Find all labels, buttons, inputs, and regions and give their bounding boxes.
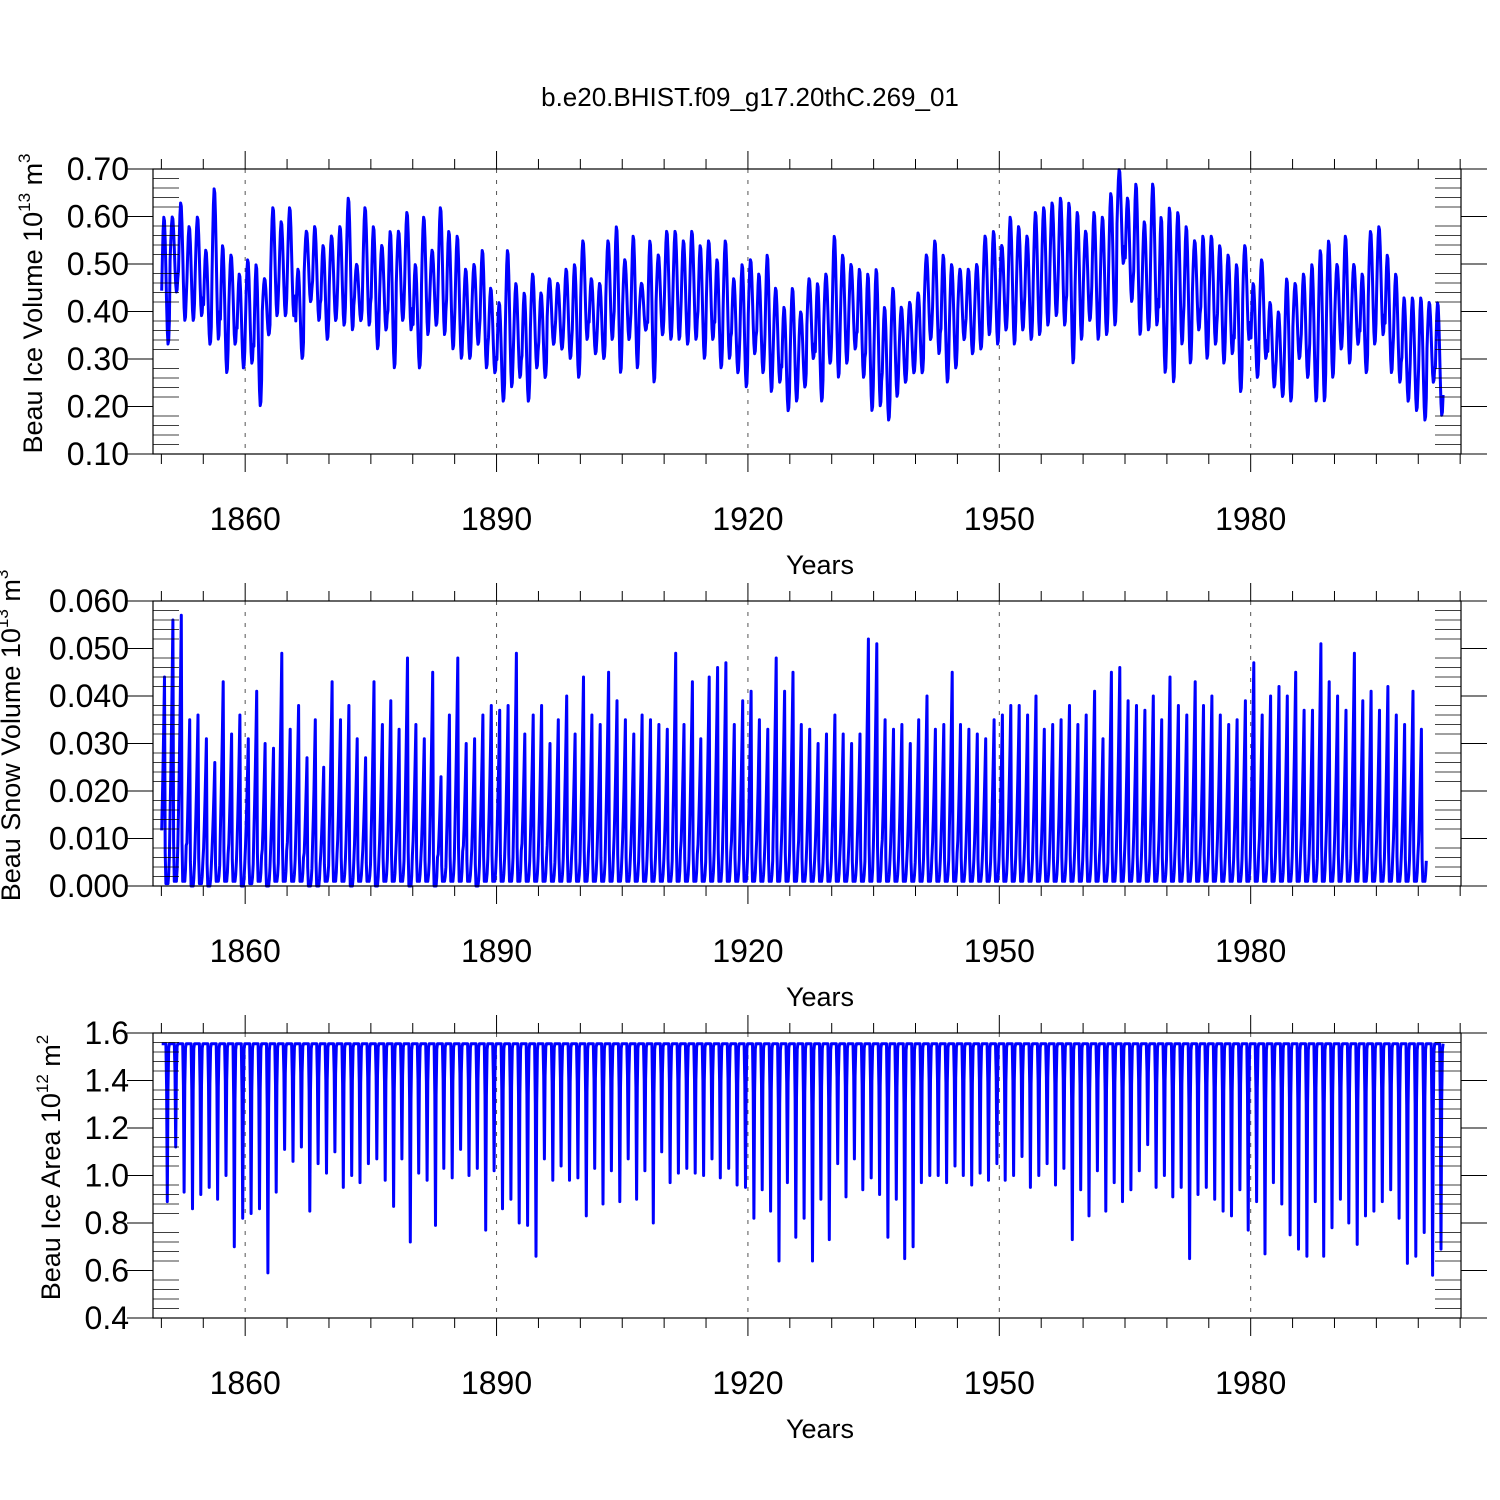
ice-volume-ytick-label: 0.70: [67, 151, 129, 187]
snow-volume-ytick-label: 0.030: [49, 726, 129, 762]
snow-volume-ytick-label: 0.060: [49, 583, 129, 619]
snow-volume-xtick-label: 1980: [1215, 933, 1286, 969]
ice-volume-panel: 1860 1890 1920 1950 1980 0.10 0.20 0.30 0.40 0.50…: [15, 151, 1487, 580]
snow-volume-ytick-label: 0.040: [49, 678, 129, 714]
snow-volume-ytick-label: 0.010: [49, 821, 129, 857]
ice-volume-xtick-label: 1920: [712, 501, 783, 537]
figure-title: b.e20.BHIST.f09_g17.20thC.269_01: [541, 82, 959, 112]
snow-volume-xtick-label: 1860: [210, 933, 281, 969]
snow-volume-xtick-label: 1890: [461, 933, 532, 969]
ice-volume-xtick-label: 1860: [210, 501, 281, 537]
ice-area-xtick-label: 1980: [1215, 1365, 1286, 1401]
snow-volume-ytick-label: 0.050: [49, 631, 129, 667]
snow-volume-ytick-label: 0.000: [49, 868, 129, 904]
snow-volume-ylabel: Beau Snow Volume 1013 m3: [0, 570, 26, 902]
ice-area-ytick-label: 1.2: [85, 1110, 129, 1146]
ice-volume-xtick-label: 1950: [964, 501, 1035, 537]
ice-volume-ylabel: Beau Ice Volume 1013 m3: [15, 153, 48, 453]
ice-area-ytick-label: 0.6: [85, 1253, 129, 1289]
ice-area-ytick-label: 1.0: [85, 1158, 129, 1194]
ice-area-ytick-label: 1.6: [85, 1015, 129, 1051]
snow-volume-xtick-label: 1920: [712, 933, 783, 969]
ice-area-xtick-label: 1890: [461, 1365, 532, 1401]
ice-volume-xtick-label: 1890: [461, 501, 532, 537]
ice-volume-ytick-label: 0.30: [67, 341, 129, 377]
snow-volume-xtick-label: 1950: [964, 933, 1035, 969]
ice-volume-xtick-label: 1980: [1215, 501, 1286, 537]
ice-area-xtick-label: 1860: [210, 1365, 281, 1401]
ice-area-ytick-label: 1.4: [85, 1063, 129, 1099]
ice-area-ytick-label: 0.8: [85, 1205, 129, 1241]
ice-volume-ytick-label: 0.10: [67, 436, 129, 472]
ice-volume-ytick-label: 0.40: [67, 294, 129, 330]
ice-volume-ytick-label: 0.50: [67, 246, 129, 282]
ice-area-series-line: [160, 1042, 1445, 1277]
snow-volume-series-line: [160, 613, 1428, 888]
ice-volume-xlabel: Years: [786, 550, 854, 580]
ice-area-xtick-label: 1950: [964, 1365, 1035, 1401]
ice-area-ytick-label: 0.4: [85, 1300, 129, 1336]
ice-volume-series-line: [160, 168, 1445, 422]
ice-volume-ytick-label: 0.60: [67, 199, 129, 235]
ice-area-xlabel: Years: [786, 1414, 854, 1444]
snow-volume-panel: 1860 1890 1920 1950 1980 0.000 0.010 0.020 0.030…: [0, 570, 1487, 1012]
snow-volume-ytick-label: 0.020: [49, 773, 129, 809]
ice-area-panel: 1860 1890 1920 1950 1980 0.4 0.6 0.8 1.0 1.2 1.4 1.…: [33, 1015, 1487, 1444]
ice-area-ylabel: Beau Ice Area 1012 m2: [33, 1035, 66, 1301]
snow-volume-xlabel: Years: [786, 982, 854, 1012]
ice-volume-ytick-label: 0.20: [67, 389, 129, 425]
ice-area-xtick-label: 1920: [712, 1365, 783, 1401]
